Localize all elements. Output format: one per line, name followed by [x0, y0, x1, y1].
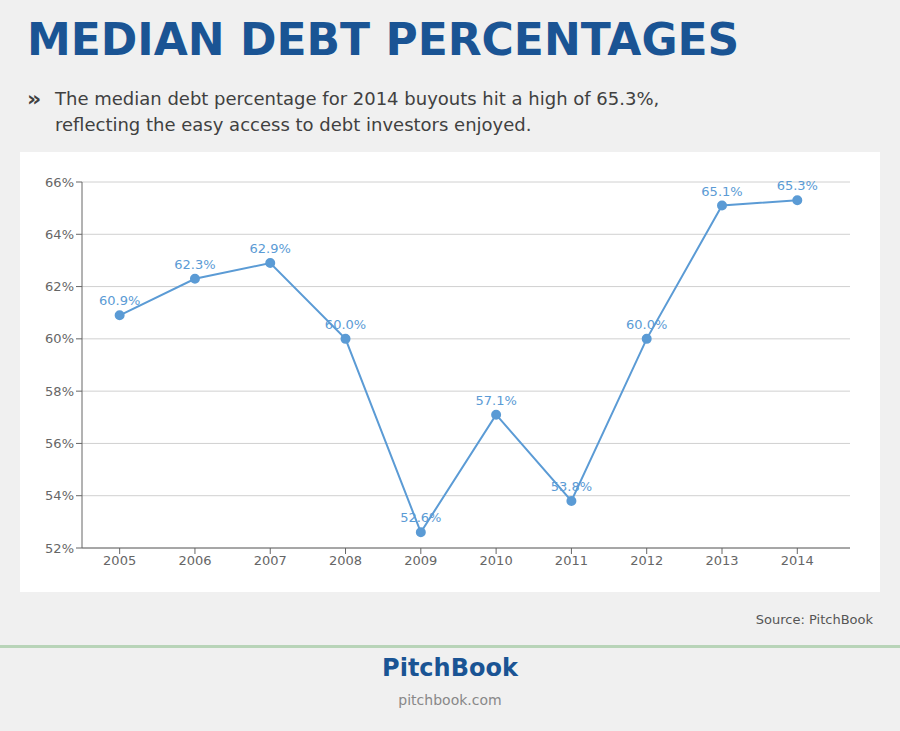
svg-text:2006: 2006: [178, 553, 211, 568]
svg-text:65.1%: 65.1%: [701, 184, 742, 199]
svg-text:62.9%: 62.9%: [250, 241, 291, 256]
svg-text:66%: 66%: [45, 175, 74, 190]
svg-text:62.3%: 62.3%: [174, 257, 215, 272]
svg-text:2011: 2011: [555, 553, 588, 568]
svg-text:60.0%: 60.0%: [325, 317, 366, 332]
svg-text:65.3%: 65.3%: [777, 178, 818, 193]
svg-text:57.1%: 57.1%: [475, 393, 516, 408]
html-text:MEDIAN DEBT PERCENTAGES: MEDIAN DEBT PERCENTAGES: [27, 14, 740, 65]
svg-text:64%: 64%: [45, 227, 74, 242]
html-text:pitchbook.com: pitchbook.com: [398, 692, 502, 708]
svg-text:2013: 2013: [705, 553, 738, 568]
svg-text:62%: 62%: [45, 279, 74, 294]
svg-text:52.6%: 52.6%: [400, 510, 441, 525]
svg-text:2008: 2008: [329, 553, 362, 568]
svg-text:54%: 54%: [45, 488, 74, 503]
svg-text:2012: 2012: [630, 553, 663, 568]
html-text:Source: PitchBook: Source: PitchBook: [755, 612, 873, 627]
html-text:The median debt percentage for: The median debt percentage for 2014 buyo…: [55, 88, 660, 109]
svg-text:60.0%: 60.0%: [626, 317, 667, 332]
svg-text:60%: 60%: [45, 331, 74, 346]
svg-text:60.9%: 60.9%: [99, 293, 140, 308]
svg-text:2007: 2007: [254, 553, 287, 568]
svg-text:53.8%: 53.8%: [551, 479, 592, 494]
svg-text:2009: 2009: [404, 553, 437, 568]
svg-text:2010: 2010: [480, 553, 513, 568]
html-text:PitchBook: PitchBook: [382, 654, 518, 682]
svg-text:56%: 56%: [45, 436, 74, 451]
svg-text:2014: 2014: [781, 553, 814, 568]
svg-text:2005: 2005: [103, 553, 136, 568]
svg-text:52%: 52%: [45, 541, 74, 556]
svg-text:58%: 58%: [45, 384, 74, 399]
html-text:reflecting the easy access to: reflecting the easy access to debt inves…: [55, 114, 532, 135]
